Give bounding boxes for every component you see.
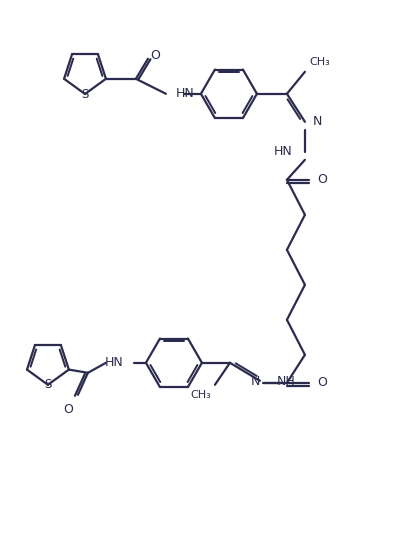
Text: S: S <box>44 378 52 391</box>
Text: O: O <box>63 403 73 416</box>
Text: HN: HN <box>274 146 293 158</box>
Text: O: O <box>150 49 160 62</box>
Text: O: O <box>317 376 327 389</box>
Text: N: N <box>251 375 260 388</box>
Text: HN: HN <box>176 87 195 100</box>
Text: O: O <box>317 173 327 186</box>
Text: HN: HN <box>105 356 124 369</box>
Text: S: S <box>81 88 89 101</box>
Text: CH₃: CH₃ <box>309 57 330 67</box>
Text: N: N <box>313 116 322 128</box>
Text: NH: NH <box>277 375 296 388</box>
Text: CH₃: CH₃ <box>190 390 211 400</box>
